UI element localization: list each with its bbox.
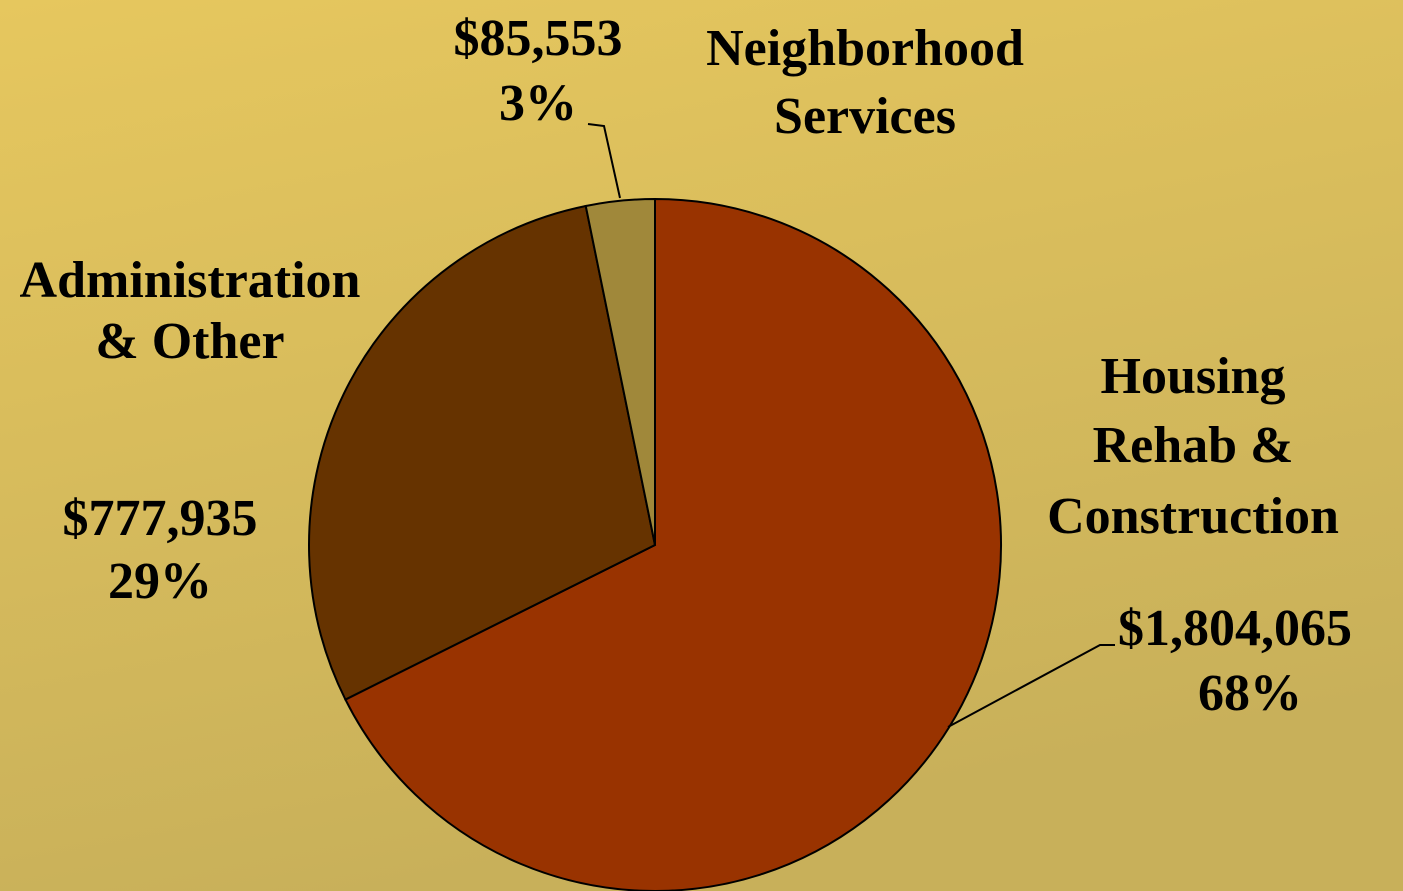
- value-label: $1,804,065: [1118, 600, 1352, 657]
- pie-slice: [308, 204, 657, 701]
- category-label: Housing: [1101, 348, 1286, 405]
- category-label: Rehab &: [1093, 417, 1294, 474]
- percent-label: 68%: [1198, 665, 1302, 722]
- percent-label: 29%: [108, 553, 212, 610]
- value-label: $777,935: [63, 490, 258, 547]
- category-label: & Other: [95, 313, 284, 370]
- pie-slice: [584, 197, 656, 546]
- category-label: Services: [774, 88, 956, 145]
- percent-label: 3%: [499, 75, 577, 132]
- pie: [308, 197, 1002, 891]
- labels: Housing Rehab & Construction $1,804,065 68% A…: [20, 10, 1352, 722]
- value-label: $85,553: [454, 10, 623, 67]
- category-label: Neighborhood: [706, 20, 1024, 77]
- category-label: Administration: [20, 252, 361, 309]
- leader-line: [587, 123, 621, 199]
- category-label: Construction: [1047, 488, 1339, 545]
- leader-line: [947, 644, 1115, 728]
